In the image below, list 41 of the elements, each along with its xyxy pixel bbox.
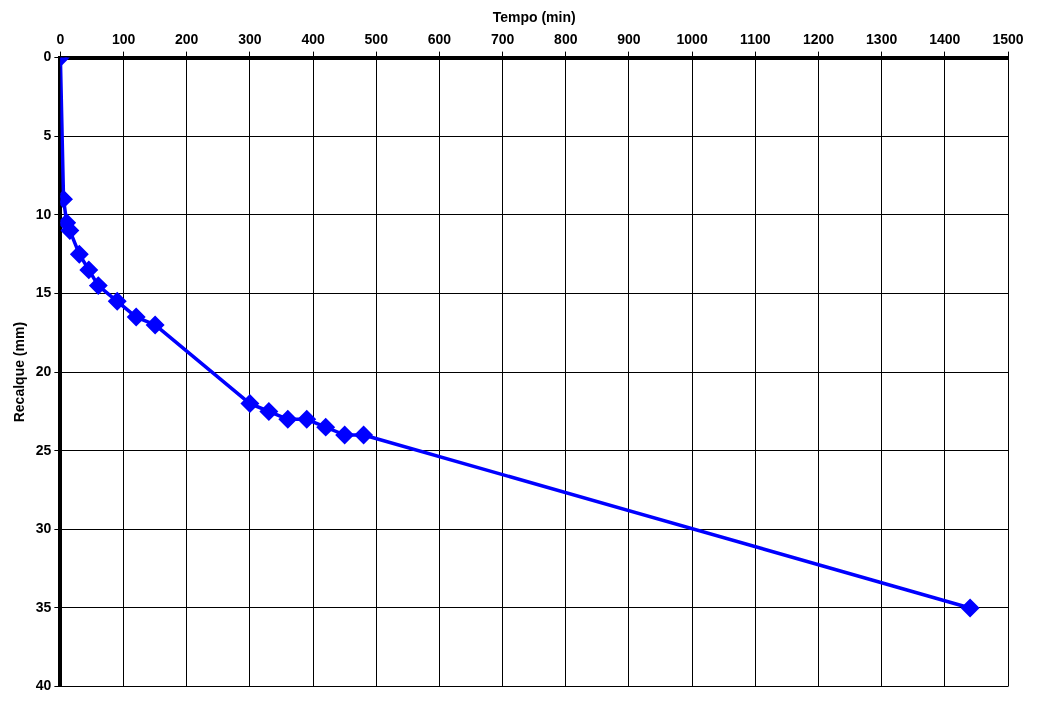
y-tick-label: 35 — [35, 598, 52, 615]
point — [279, 410, 297, 429]
x-tick-label: 800 — [554, 31, 578, 48]
x-tick-label: 1500 — [992, 31, 1024, 48]
point — [146, 316, 164, 334]
x-tick-label: 1400 — [929, 31, 961, 48]
point — [354, 426, 373, 444]
y-tick-label: 25 — [35, 441, 52, 458]
point — [80, 261, 98, 279]
x-tick-label: 100 — [111, 31, 136, 48]
point — [298, 410, 316, 429]
x-tick-label: 1300 — [866, 31, 898, 48]
point — [961, 599, 979, 617]
x-tick-label: 600 — [427, 31, 452, 48]
point — [241, 394, 259, 413]
x-tick-label: 1000 — [676, 31, 708, 48]
y-tick-label: 5 — [43, 127, 52, 144]
point — [335, 426, 354, 444]
x-axis-title: Tempo (min) — [492, 9, 576, 26]
y-axis-title: Recalque (mm) — [11, 321, 28, 423]
x-tick-label: 400 — [301, 31, 325, 48]
point — [260, 402, 278, 421]
x-tick-label: 300 — [238, 31, 262, 48]
x-tick-label: 1200 — [802, 31, 835, 48]
y-tick-label: 40 — [35, 677, 52, 694]
x-tick-label: 700 — [490, 31, 515, 48]
x-tick-label: 0 — [56, 31, 65, 48]
point — [316, 418, 335, 436]
point — [108, 292, 126, 311]
y-tick-label: 10 — [35, 205, 52, 222]
y-tick-label: 15 — [35, 284, 52, 301]
x-tick-label: 200 — [175, 31, 199, 48]
x-tick-label: 1100 — [740, 31, 771, 48]
y-tick-label: 0 — [43, 48, 52, 65]
x-tick-label: 500 — [364, 31, 389, 48]
x-tick-label: 900 — [617, 31, 641, 48]
point — [89, 276, 108, 295]
point — [70, 245, 89, 263]
y-tick-label: 30 — [35, 520, 52, 537]
y-tick-label: 20 — [35, 362, 52, 379]
point — [127, 308, 145, 326]
